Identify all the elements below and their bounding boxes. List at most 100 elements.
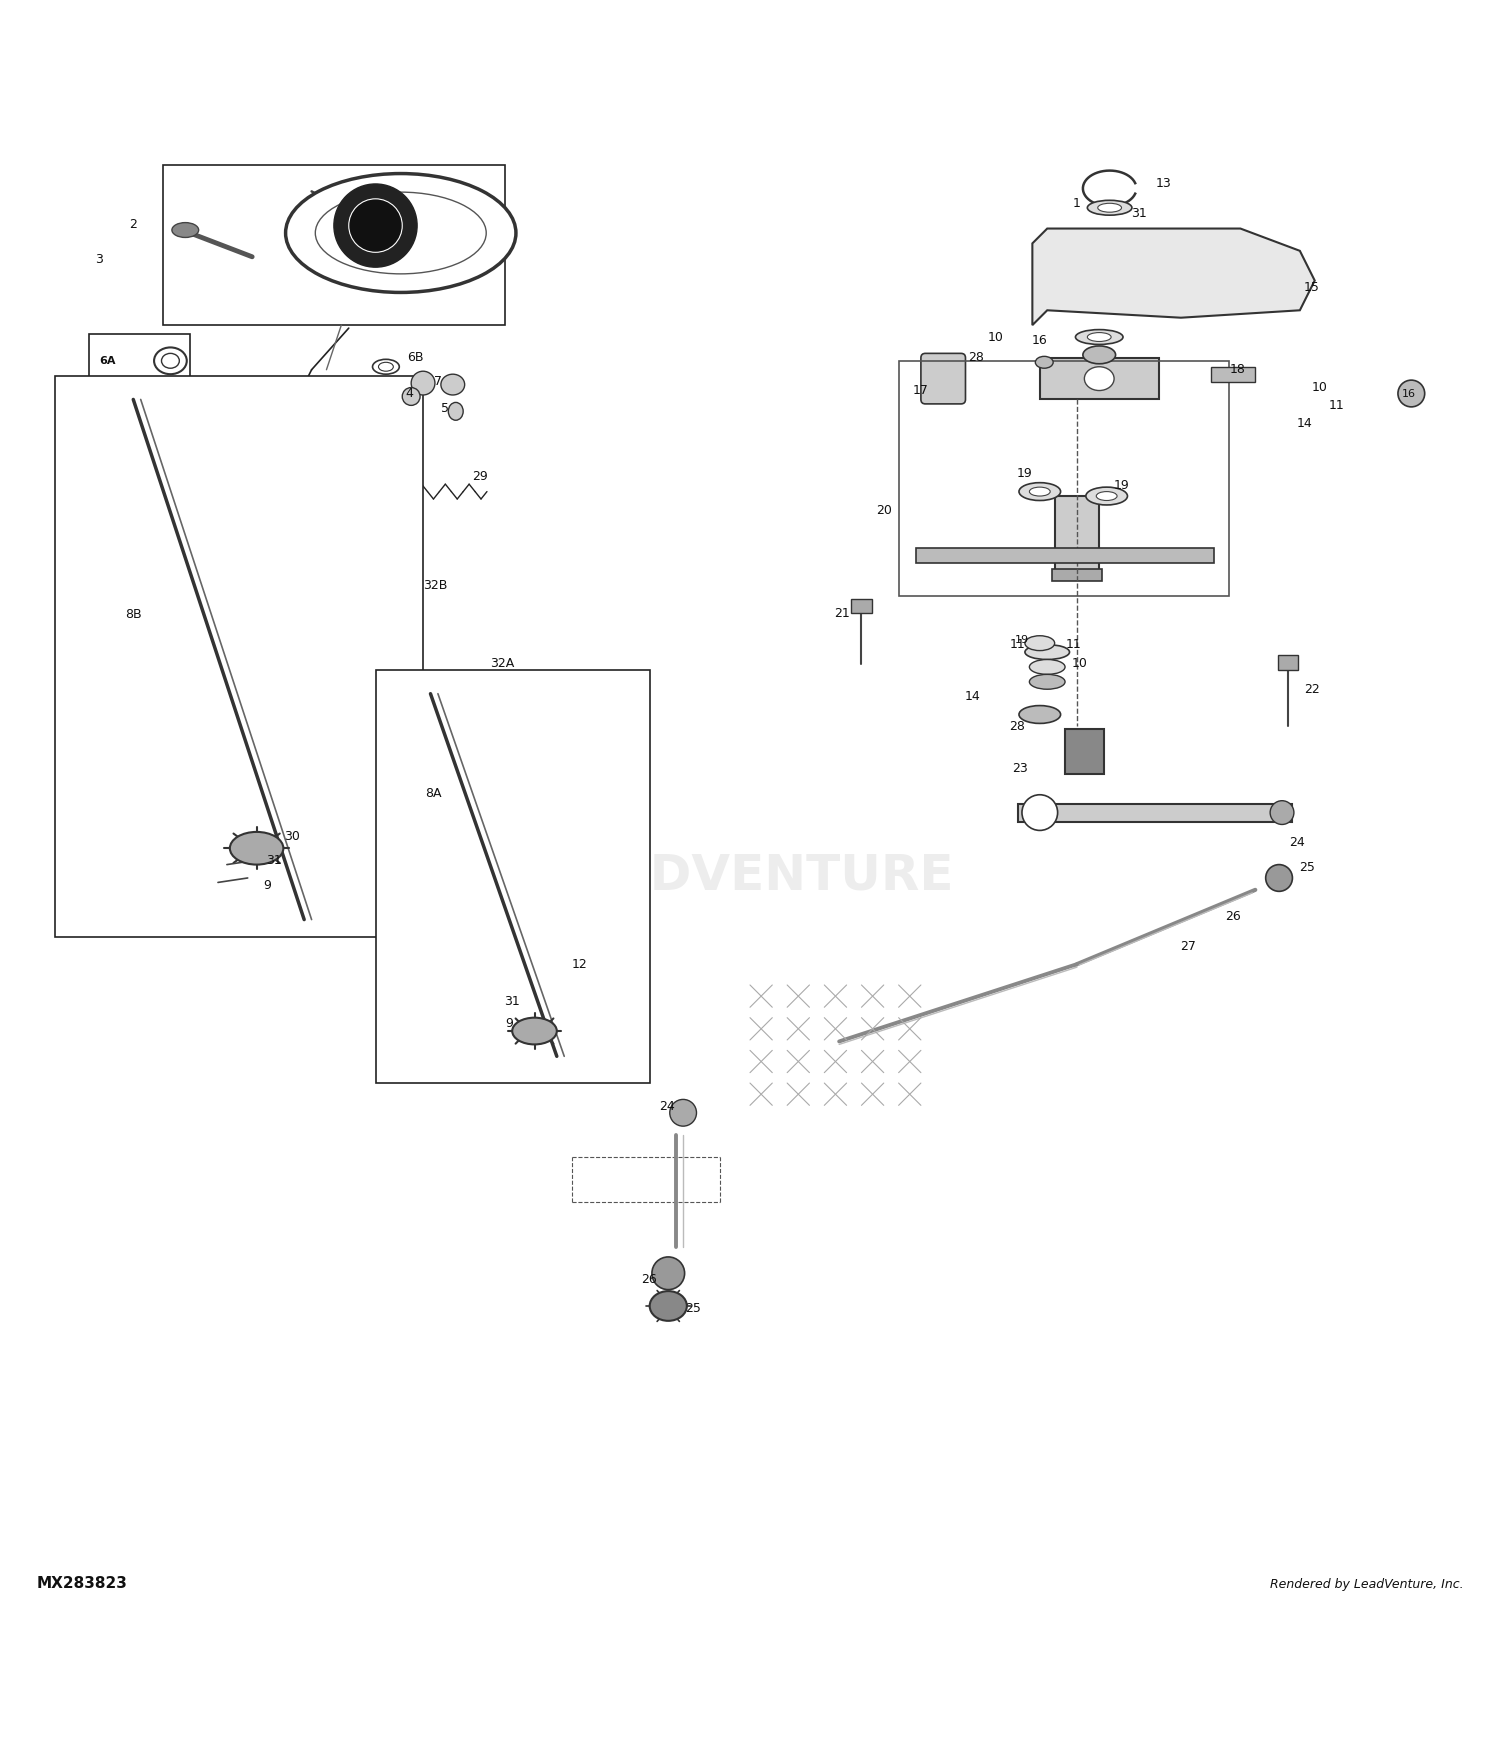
Text: 5: 5	[441, 402, 450, 415]
Text: 10: 10	[1311, 382, 1328, 394]
Text: 8A: 8A	[424, 788, 441, 800]
Text: 4: 4	[405, 387, 414, 401]
Ellipse shape	[411, 371, 435, 396]
Polygon shape	[916, 548, 1214, 564]
Text: 3: 3	[94, 254, 104, 266]
Ellipse shape	[154, 348, 188, 374]
Ellipse shape	[652, 1256, 684, 1290]
Text: 16: 16	[1401, 388, 1416, 399]
Circle shape	[1022, 794, 1058, 831]
Polygon shape	[1210, 368, 1255, 382]
Bar	[1054, 495, 1100, 578]
Text: 13: 13	[1155, 177, 1172, 191]
Text: 17: 17	[914, 383, 928, 397]
Ellipse shape	[315, 192, 486, 273]
Text: 6A: 6A	[99, 355, 117, 366]
Ellipse shape	[1024, 635, 1054, 651]
Text: 31: 31	[1131, 206, 1148, 220]
Text: 25: 25	[1299, 861, 1316, 873]
Ellipse shape	[1024, 644, 1069, 660]
Ellipse shape	[372, 359, 399, 374]
Text: 26: 26	[1226, 910, 1240, 922]
Text: 9: 9	[506, 1017, 513, 1031]
Text: 26: 26	[640, 1272, 657, 1286]
Bar	[1065, 730, 1104, 774]
Ellipse shape	[1270, 802, 1294, 824]
Ellipse shape	[1086, 487, 1128, 506]
Text: 21: 21	[834, 607, 850, 620]
Ellipse shape	[1096, 492, 1118, 500]
FancyBboxPatch shape	[921, 354, 966, 404]
Text: 25: 25	[686, 1302, 702, 1316]
Ellipse shape	[172, 222, 198, 238]
Bar	[1052, 569, 1102, 581]
Text: 28: 28	[1010, 719, 1026, 733]
Polygon shape	[1032, 229, 1314, 326]
Ellipse shape	[162, 354, 180, 367]
Text: 14: 14	[1296, 416, 1312, 430]
Text: 15: 15	[1304, 282, 1320, 294]
Bar	[1040, 357, 1158, 399]
Text: 23: 23	[1013, 761, 1029, 775]
Ellipse shape	[1398, 380, 1425, 408]
Ellipse shape	[285, 173, 516, 292]
Ellipse shape	[1035, 357, 1053, 368]
Circle shape	[348, 200, 402, 252]
Circle shape	[334, 184, 417, 268]
Text: 19: 19	[1113, 480, 1130, 492]
Text: 30: 30	[285, 830, 300, 844]
Bar	[1278, 654, 1299, 670]
Ellipse shape	[402, 387, 420, 406]
Text: 18: 18	[1230, 364, 1245, 376]
Ellipse shape	[1019, 483, 1060, 500]
Bar	[850, 598, 871, 614]
Text: 8B: 8B	[124, 609, 141, 621]
Bar	[898, 360, 1228, 595]
Text: 10: 10	[1072, 658, 1088, 670]
Text: 20: 20	[876, 504, 891, 518]
Text: 31: 31	[504, 994, 520, 1008]
Ellipse shape	[378, 362, 393, 371]
Text: 24: 24	[1288, 836, 1305, 849]
Ellipse shape	[1029, 674, 1065, 690]
Bar	[164, 164, 506, 326]
Text: LEADVENTURE: LEADVENTURE	[546, 850, 954, 900]
Ellipse shape	[1019, 705, 1060, 723]
Ellipse shape	[1076, 329, 1124, 345]
Text: 14: 14	[964, 690, 981, 704]
Ellipse shape	[1266, 864, 1293, 891]
Ellipse shape	[441, 374, 465, 396]
Text: 11: 11	[1329, 399, 1346, 411]
Bar	[375, 670, 651, 1083]
Text: 1: 1	[1072, 196, 1082, 210]
Text: 2: 2	[129, 217, 136, 231]
Text: Rendered by LeadVenture, Inc.: Rendered by LeadVenture, Inc.	[1269, 1578, 1464, 1591]
Text: 9: 9	[262, 878, 272, 892]
Text: 6B: 6B	[408, 352, 424, 364]
Ellipse shape	[669, 1099, 696, 1127]
Bar	[54, 376, 423, 938]
Text: 19: 19	[1017, 467, 1034, 480]
Ellipse shape	[1083, 346, 1116, 364]
Text: 22: 22	[1304, 682, 1320, 696]
Text: 11: 11	[1066, 639, 1082, 651]
Ellipse shape	[1084, 368, 1114, 390]
Text: 32B: 32B	[423, 579, 447, 592]
Ellipse shape	[512, 1018, 556, 1045]
Text: 27: 27	[1180, 940, 1197, 952]
Text: 29: 29	[471, 471, 488, 483]
Text: 10: 10	[987, 331, 1004, 343]
Text: 24: 24	[658, 1101, 675, 1113]
Ellipse shape	[230, 831, 284, 864]
Ellipse shape	[1098, 203, 1122, 212]
Text: 16: 16	[1032, 334, 1047, 346]
Text: 7: 7	[433, 374, 442, 388]
Ellipse shape	[650, 1292, 687, 1321]
Text: 32A: 32A	[489, 658, 514, 670]
Ellipse shape	[1029, 660, 1065, 674]
Ellipse shape	[1088, 332, 1112, 341]
Text: 12: 12	[572, 957, 586, 971]
Text: 31: 31	[267, 854, 282, 866]
Text: 11: 11	[1010, 639, 1026, 651]
Polygon shape	[1017, 803, 1293, 821]
